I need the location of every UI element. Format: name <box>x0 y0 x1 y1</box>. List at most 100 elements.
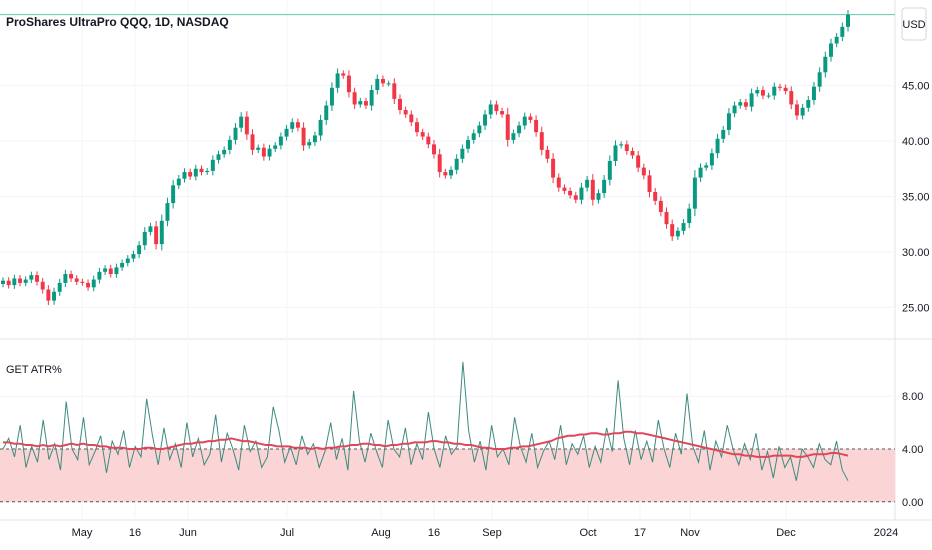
candle-body[interactable] <box>335 73 340 88</box>
candle-body[interactable] <box>199 168 204 173</box>
candle-body[interactable] <box>528 116 533 120</box>
candle-body[interactable] <box>630 150 635 156</box>
candle-body[interactable] <box>23 279 28 283</box>
candle-body[interactable] <box>267 148 272 157</box>
candle-body[interactable] <box>522 116 527 126</box>
candle-body[interactable] <box>488 104 493 115</box>
candle-body[interactable] <box>443 172 448 176</box>
candle-body[interactable] <box>505 114 510 140</box>
candle-body[interactable] <box>386 83 391 85</box>
candle-body[interactable] <box>278 136 283 146</box>
candle-body[interactable] <box>573 195 578 200</box>
candle-body[interactable] <box>171 185 176 204</box>
candle-body[interactable] <box>86 282 91 288</box>
candle-body[interactable] <box>80 281 85 283</box>
candle-body[interactable] <box>176 178 181 186</box>
candle-body[interactable] <box>420 132 425 137</box>
candle-body[interactable] <box>131 254 136 259</box>
candle-body[interactable] <box>222 149 227 155</box>
candle-body[interactable] <box>789 91 794 105</box>
candle-body[interactable] <box>653 192 658 201</box>
candle-body[interactable] <box>256 147 261 150</box>
candle-body[interactable] <box>97 271 102 280</box>
candle-body[interactable] <box>114 267 119 275</box>
candle-body[interactable] <box>460 148 465 159</box>
candle-body[interactable] <box>295 122 300 128</box>
candle-body[interactable] <box>568 190 573 196</box>
candle-body[interactable] <box>18 278 22 283</box>
candle-body[interactable] <box>636 155 641 168</box>
candle-body[interactable] <box>318 119 323 136</box>
candle-body[interactable] <box>766 95 771 97</box>
candle-body[interactable] <box>426 136 431 145</box>
candle-body[interactable] <box>658 200 663 212</box>
candle-body[interactable] <box>159 220 164 245</box>
candle-body[interactable] <box>301 127 306 146</box>
candle-body[interactable] <box>363 101 368 106</box>
candle-body[interactable] <box>466 139 471 149</box>
candle-body[interactable] <box>545 149 550 159</box>
candle-body[interactable] <box>806 100 811 108</box>
candle-body[interactable] <box>534 119 539 133</box>
candle-body[interactable] <box>233 127 238 140</box>
candle-body[interactable] <box>397 98 402 110</box>
candle-body[interactable] <box>74 278 79 282</box>
candle-body[interactable] <box>664 211 669 225</box>
candle-body[interactable] <box>704 165 709 168</box>
candle-body[interactable] <box>142 231 147 246</box>
candle-body[interactable] <box>137 245 142 255</box>
candle-body[interactable] <box>834 36 839 44</box>
candle-body[interactable] <box>619 144 624 146</box>
candle-body[interactable] <box>239 116 244 128</box>
candle-body[interactable] <box>1 280 5 285</box>
candle-body[interactable] <box>579 187 584 200</box>
candle-body[interactable] <box>602 179 607 194</box>
candle-body[interactable] <box>607 160 612 180</box>
candle-body[interactable] <box>681 223 686 231</box>
candle-body[interactable] <box>12 278 17 286</box>
candle-body[interactable] <box>227 139 232 150</box>
candle-body[interactable] <box>103 268 108 272</box>
candle-body[interactable] <box>57 282 62 292</box>
candle-body[interactable] <box>358 101 363 105</box>
candle-body[interactable] <box>205 170 210 173</box>
currency-button[interactable] <box>901 7 927 41</box>
candle-body[interactable] <box>562 187 567 191</box>
candle-body[interactable] <box>409 114 414 123</box>
candle-body[interactable] <box>709 153 714 166</box>
candle-body[interactable] <box>324 105 329 120</box>
candle-body[interactable] <box>738 102 743 106</box>
candle-body[interactable] <box>585 179 590 188</box>
candle-body[interactable] <box>415 122 419 133</box>
candle-body[interactable] <box>755 90 760 94</box>
candle-body[interactable] <box>749 93 754 107</box>
candle-body[interactable] <box>125 258 130 263</box>
candle-body[interactable] <box>846 14 850 27</box>
candle-body[interactable] <box>216 154 221 160</box>
candle-body[interactable] <box>675 230 680 237</box>
candle-body[interactable] <box>290 122 295 129</box>
candle-body[interactable] <box>432 144 436 155</box>
currency-label[interactable]: USD <box>902 19 925 31</box>
candle-body[interactable] <box>483 114 488 126</box>
candle-body[interactable] <box>188 172 193 177</box>
candle-body[interactable] <box>284 128 289 137</box>
candle-body[interactable] <box>46 289 51 301</box>
candle-body[interactable] <box>777 86 782 88</box>
candle-body[interactable] <box>471 133 476 140</box>
candle-body[interactable] <box>494 104 499 112</box>
candle-body[interactable] <box>556 177 561 188</box>
candle-body[interactable] <box>148 226 153 232</box>
candle-body[interactable] <box>273 145 278 149</box>
candle-body[interactable] <box>794 104 799 116</box>
candle-body[interactable] <box>840 26 845 37</box>
candle-body[interactable] <box>772 86 777 96</box>
candle-body[interactable] <box>352 92 357 105</box>
candle-body[interactable] <box>346 75 351 93</box>
candle-body[interactable] <box>613 145 618 161</box>
candle-body[interactable] <box>687 208 692 224</box>
candle-body[interactable] <box>698 167 703 178</box>
candle-body[interactable] <box>829 43 833 57</box>
candle-body[interactable] <box>307 142 312 146</box>
candle-body[interactable] <box>800 107 805 116</box>
